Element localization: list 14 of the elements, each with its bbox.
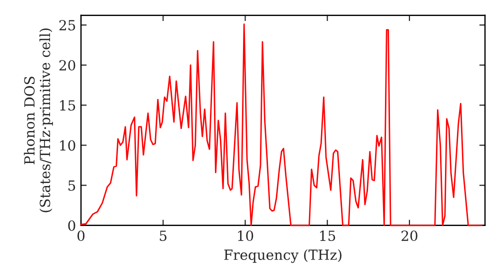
y-tick-label: 5 <box>68 180 76 191</box>
x-tick-label: 0 <box>77 230 84 242</box>
x-tick-label: 20 <box>402 230 418 242</box>
y-axis-title: Phonon DOS (States/THz·primitive cell) <box>24 28 53 212</box>
y-tick-label: 15 <box>60 100 76 111</box>
line-series <box>80 24 482 226</box>
y-tick-label: 25 <box>59 20 76 30</box>
x-axis-title: Frequency (THz) <box>224 249 342 263</box>
y-tick-label: 20 <box>59 60 76 71</box>
x-tick-label: 5 <box>160 230 166 242</box>
y-tick-label: 10 <box>60 140 76 151</box>
x-tick-label: 10 <box>238 230 254 242</box>
x-tick-label: 15 <box>320 230 336 242</box>
y-tick-label: 0 <box>68 220 76 231</box>
